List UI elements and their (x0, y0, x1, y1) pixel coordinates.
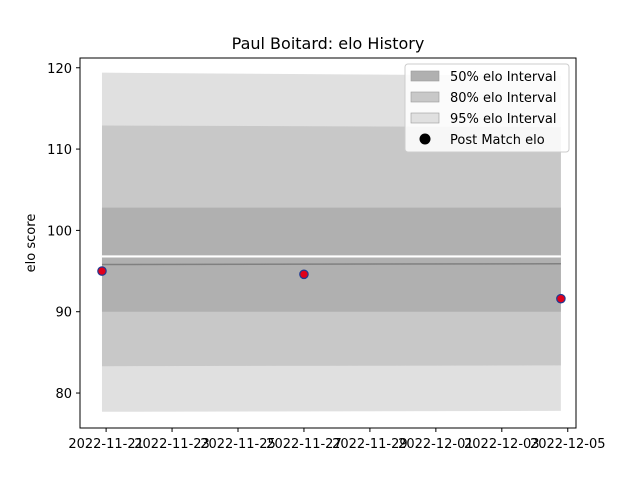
legend: 50% elo Interval 80% elo Interval 95% elo … (404, 63, 570, 153)
y-tick-label: 120 (47, 62, 72, 77)
post-match-elo-point (299, 269, 309, 280)
plot-area (97, 72, 566, 412)
legend-label: 95% elo Interval (450, 112, 557, 127)
band-50-elo-interval (101, 207, 561, 312)
x-tick-label: 2022-11-23 (134, 437, 210, 452)
axes-frame (79, 57, 577, 429)
chart-title: Paul Boitard: elo History (232, 34, 425, 53)
x-tick-label: 2022-11-25 (200, 437, 276, 452)
x-tick-label: 2022-12-01 (398, 437, 474, 452)
post-match-elo-point (97, 266, 107, 276)
y-tick-label: 80 (55, 387, 72, 402)
y-axis-label: elo score (24, 214, 39, 273)
x-tick-label: 2022-12-05 (530, 437, 606, 452)
legend-label: 80% elo Interval (450, 91, 557, 106)
legend-label: Post Match elo (450, 133, 545, 148)
legend-swatch (410, 112, 440, 124)
y-tick-label: 100 (47, 224, 72, 239)
axes: 80901001101202022-11-212022-11-232022-11… (47, 57, 606, 452)
post-match-elo-point (556, 293, 566, 304)
x-tick-label: 2022-11-21 (68, 437, 144, 452)
series-line-1 (101, 262, 561, 266)
y-tick-label: 110 (47, 143, 72, 158)
legend-swatch (410, 70, 440, 82)
x-tick-label: 2022-11-29 (332, 437, 408, 452)
x-tick-label: 2022-12-03 (464, 437, 540, 452)
x-tick-label: 2022-11-27 (266, 437, 342, 452)
legend-swatch (410, 91, 440, 103)
y-tick-label: 90 (55, 306, 72, 321)
legend-marker (419, 133, 431, 145)
legend-box (404, 63, 570, 153)
legend-label: 50% elo Interval (450, 70, 557, 85)
